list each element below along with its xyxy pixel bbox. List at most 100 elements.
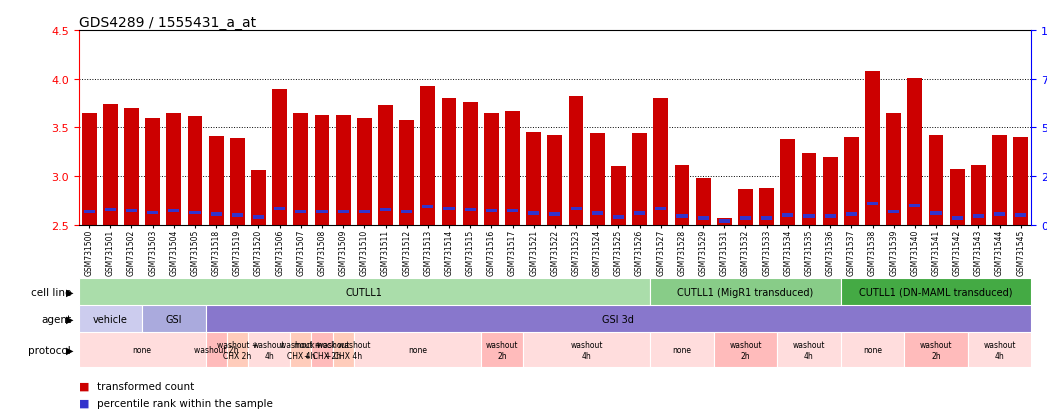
Bar xyxy=(401,210,413,214)
Bar xyxy=(718,220,730,223)
Bar xyxy=(444,207,454,211)
Bar xyxy=(465,208,475,211)
Text: none: none xyxy=(672,346,691,354)
Bar xyxy=(333,332,354,368)
Bar xyxy=(971,166,986,225)
Bar xyxy=(227,332,248,368)
Bar xyxy=(248,332,290,368)
Bar xyxy=(187,116,202,225)
Text: vehicle: vehicle xyxy=(93,314,128,324)
Bar xyxy=(486,209,497,212)
Text: percentile rank within the sample: percentile rank within the sample xyxy=(97,398,273,408)
Text: transformed count: transformed count xyxy=(97,381,195,391)
Text: GSI 3d: GSI 3d xyxy=(602,314,634,324)
Bar xyxy=(524,332,650,368)
Bar xyxy=(886,114,901,225)
Bar xyxy=(210,213,222,216)
Bar xyxy=(589,134,605,225)
Bar xyxy=(650,279,841,306)
Bar xyxy=(84,210,94,214)
Bar xyxy=(865,72,879,225)
Bar xyxy=(844,138,859,225)
Text: mock washout
+ CHX 2h: mock washout + CHX 2h xyxy=(294,340,350,360)
Bar xyxy=(484,114,498,225)
Bar xyxy=(126,209,137,212)
Bar xyxy=(314,115,330,225)
Bar xyxy=(295,210,307,214)
Bar xyxy=(1016,214,1026,217)
Text: CUTLL1: CUTLL1 xyxy=(346,287,383,297)
Bar xyxy=(632,134,647,225)
Bar xyxy=(103,105,117,225)
Bar xyxy=(274,207,285,211)
Bar xyxy=(782,214,794,217)
Bar xyxy=(908,78,922,225)
Bar xyxy=(205,306,1031,332)
Bar xyxy=(759,188,774,225)
Bar xyxy=(714,332,777,368)
Bar xyxy=(463,103,477,225)
Text: ▶: ▶ xyxy=(66,345,73,355)
Bar xyxy=(251,171,266,225)
Text: none: none xyxy=(133,346,152,354)
Text: mock washout
+ CHX 4h: mock washout + CHX 4h xyxy=(315,340,371,360)
Text: none: none xyxy=(407,346,427,354)
Bar xyxy=(142,306,205,332)
Bar xyxy=(527,133,541,225)
Text: washout
4h: washout 4h xyxy=(793,340,825,360)
Bar xyxy=(146,118,160,225)
Bar xyxy=(169,209,179,212)
Bar xyxy=(697,217,709,220)
Bar xyxy=(674,166,689,225)
Bar xyxy=(761,217,773,220)
Bar xyxy=(253,216,264,219)
Bar xyxy=(611,167,626,225)
Bar xyxy=(569,97,583,225)
Bar xyxy=(993,136,1007,225)
Bar xyxy=(79,306,142,332)
Bar xyxy=(634,212,645,216)
Text: CUTLL1 (MigR1 transduced): CUTLL1 (MigR1 transduced) xyxy=(677,287,814,297)
Bar xyxy=(550,213,560,216)
Bar xyxy=(208,137,224,225)
Text: washout
4h: washout 4h xyxy=(571,340,603,360)
Bar xyxy=(79,332,205,368)
Text: ■: ■ xyxy=(79,381,89,391)
Bar xyxy=(846,213,856,216)
Bar xyxy=(825,215,836,218)
Text: GDS4289 / 1555431_a_at: GDS4289 / 1555431_a_at xyxy=(79,16,255,30)
Text: washout +
CHX 2h: washout + CHX 2h xyxy=(217,340,258,360)
Bar xyxy=(231,214,243,217)
Bar xyxy=(272,90,287,225)
Bar xyxy=(695,178,711,225)
Text: washout
2h: washout 2h xyxy=(486,340,518,360)
Bar xyxy=(973,215,984,218)
Bar xyxy=(380,208,392,211)
Text: ▶: ▶ xyxy=(66,287,73,297)
Bar xyxy=(354,332,481,368)
Bar xyxy=(931,212,941,216)
Text: washout
4h: washout 4h xyxy=(983,340,1016,360)
Bar xyxy=(888,210,899,214)
Bar xyxy=(507,209,518,212)
Text: cell line: cell line xyxy=(30,287,71,297)
Bar xyxy=(802,153,817,225)
Bar xyxy=(290,332,311,368)
Bar xyxy=(571,207,582,211)
Bar xyxy=(1013,138,1028,225)
Bar xyxy=(293,114,308,225)
Bar xyxy=(79,279,650,306)
Bar xyxy=(780,140,796,225)
Bar xyxy=(548,136,562,225)
Bar xyxy=(378,106,393,225)
Bar xyxy=(994,213,1005,216)
Bar xyxy=(950,170,964,225)
Text: washout +
CHX 4h: washout + CHX 4h xyxy=(281,340,321,360)
Bar xyxy=(653,99,668,225)
Text: washout
2h: washout 2h xyxy=(919,340,953,360)
Text: agent: agent xyxy=(41,314,71,324)
Bar xyxy=(230,139,245,225)
Bar xyxy=(336,115,351,225)
Bar xyxy=(612,216,624,219)
Bar xyxy=(105,208,116,211)
